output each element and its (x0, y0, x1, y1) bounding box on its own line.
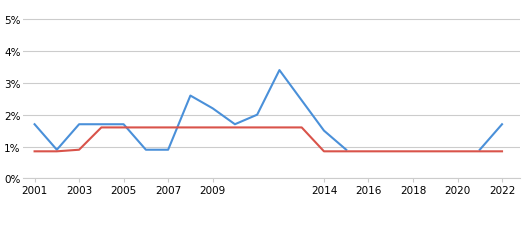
Moscow Middle School (53, 149, 60, 151)
Moscow Middle School (254, 114, 260, 117)
(ID) State Average (299, 126, 305, 129)
Moscow Middle School (121, 123, 127, 126)
(ID) State Average (53, 150, 60, 153)
(ID) State Average (143, 126, 149, 129)
(ID) State Average (232, 126, 238, 129)
Moscow Middle School (143, 149, 149, 151)
(ID) State Average (254, 126, 260, 129)
(ID) State Average (410, 150, 416, 153)
(ID) State Average (276, 126, 282, 129)
(ID) State Average (165, 126, 171, 129)
(ID) State Average (388, 150, 394, 153)
Moscow Middle School (76, 123, 82, 126)
Moscow Middle School (187, 95, 193, 98)
Moscow Middle School (210, 107, 216, 110)
(ID) State Average (365, 150, 372, 153)
(ID) State Average (187, 126, 193, 129)
(ID) State Average (499, 150, 505, 153)
Moscow Middle School (232, 123, 238, 126)
(ID) State Average (343, 150, 350, 153)
Moscow Middle School (98, 123, 104, 126)
(ID) State Average (31, 150, 38, 153)
Moscow Middle School (321, 130, 327, 132)
Line: Moscow Middle School: Moscow Middle School (35, 71, 346, 150)
(ID) State Average (477, 150, 483, 153)
(ID) State Average (210, 126, 216, 129)
Moscow Middle School (165, 149, 171, 151)
(ID) State Average (98, 126, 104, 129)
(ID) State Average (76, 149, 82, 151)
Line: (ID) State Average: (ID) State Average (35, 128, 502, 152)
(ID) State Average (432, 150, 439, 153)
(ID) State Average (121, 126, 127, 129)
Moscow Middle School (276, 69, 282, 72)
Moscow Middle School (343, 149, 350, 151)
Moscow Middle School (31, 123, 38, 126)
(ID) State Average (454, 150, 461, 153)
(ID) State Average (321, 150, 327, 153)
